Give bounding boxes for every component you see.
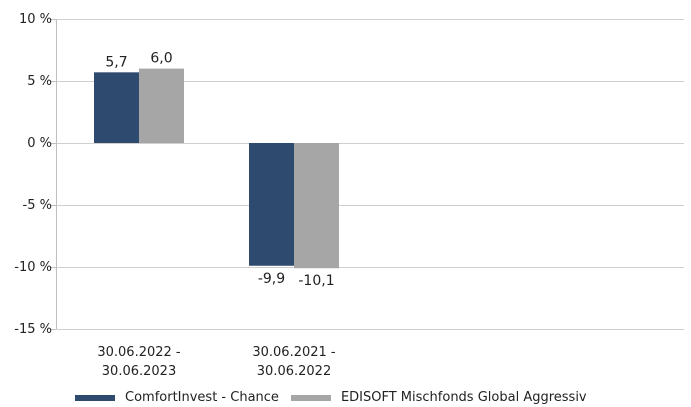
x-category-label: 30.06.2023 xyxy=(102,364,176,379)
y-tick-label: -5 % xyxy=(23,198,52,213)
legend-swatch-series-1 xyxy=(75,395,115,401)
legend: ComfortInvest - Chance EDISOFT Mischfond… xyxy=(75,390,599,405)
grid-lines xyxy=(50,19,684,330)
x-category-label: 30.06.2022 - xyxy=(97,345,181,360)
bar-2-1 xyxy=(139,69,184,143)
y-axis-tick-labels: 10 % 5 % 0 % -5 % -10 % -15 % xyxy=(14,12,52,337)
bar-1-1 xyxy=(94,72,139,143)
data-label: -10,1 xyxy=(298,273,334,289)
y-tick-label: 0 % xyxy=(27,136,52,151)
y-tick-label: 5 % xyxy=(27,74,52,89)
y-tick-label: -15 % xyxy=(14,322,52,337)
legend-item-series-1: ComfortInvest - Chance xyxy=(75,390,279,405)
x-category-label: 30.06.2021 - xyxy=(252,345,336,360)
bar-1-2 xyxy=(249,143,294,266)
x-category-label: 30.06.2022 xyxy=(257,364,331,379)
data-label: 5,7 xyxy=(105,54,127,70)
bar-2-2 xyxy=(294,143,339,268)
legend-swatch-series-2 xyxy=(291,395,331,401)
bars xyxy=(94,69,339,269)
legend-label-series-2: EDISOFT Mischfonds Global Aggressiv xyxy=(341,390,587,405)
y-tick-label: 10 % xyxy=(19,12,52,27)
legend-item-series-2: EDISOFT Mischfonds Global Aggressiv xyxy=(291,390,587,405)
y-tick-label: -10 % xyxy=(14,260,52,275)
data-label: 6,0 xyxy=(150,51,172,67)
legend-label-series-1: ComfortInvest - Chance xyxy=(125,390,279,405)
x-axis-category-labels: 30.06.2022 - 30.06.2023 30.06.2021 - 30.06.… xyxy=(97,345,336,379)
data-label: -9,9 xyxy=(258,271,285,287)
